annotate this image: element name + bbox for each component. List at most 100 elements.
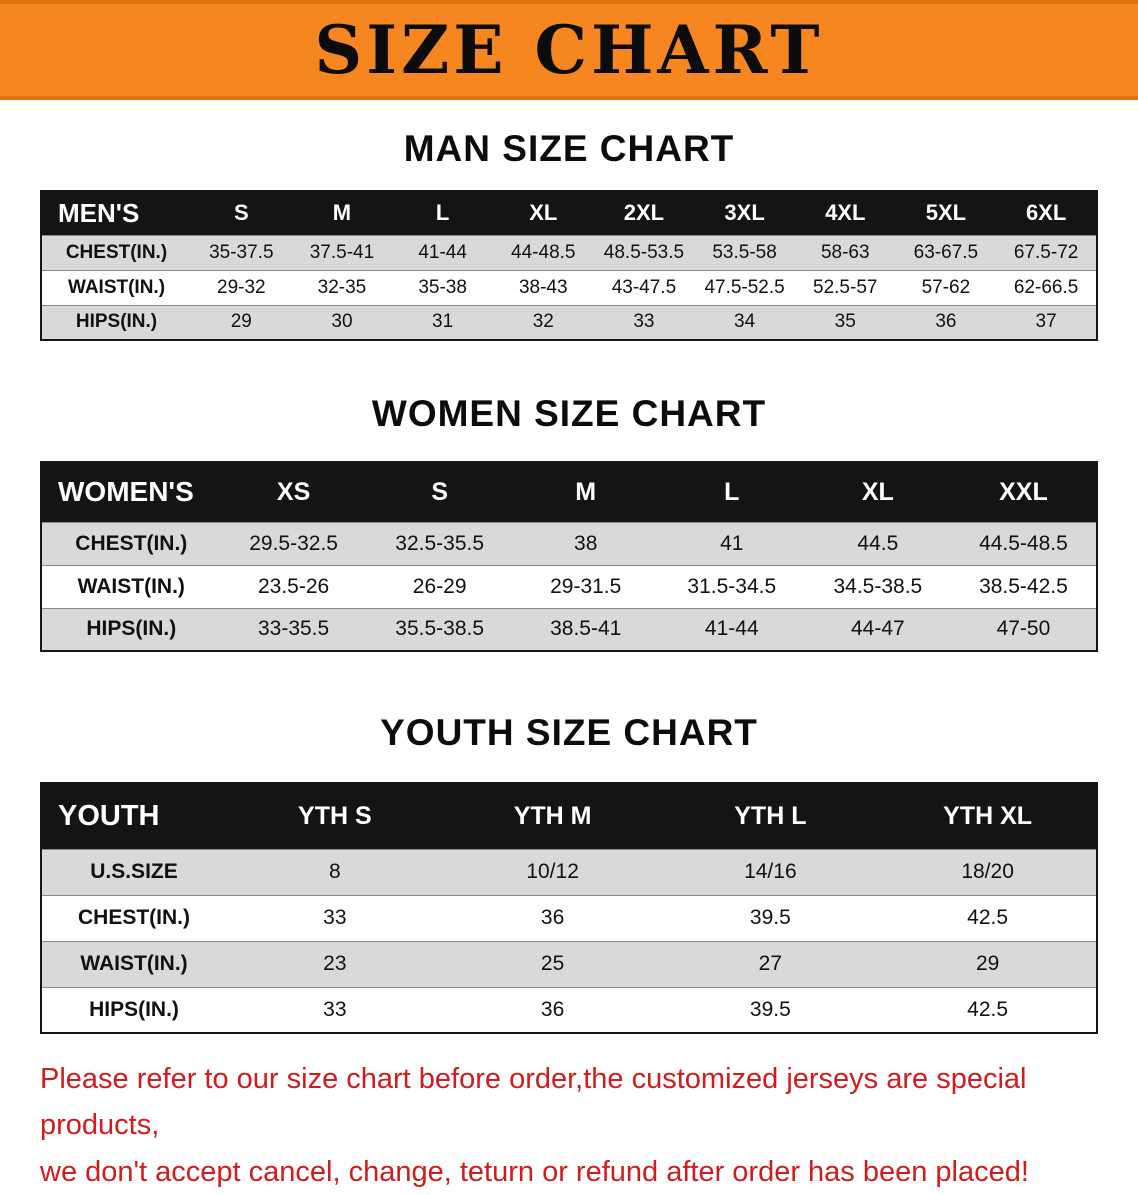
- table-row: CHEST(IN.) 29.5-32.5 32.5-35.5 38 41 44.…: [41, 521, 1097, 565]
- disclaimer-line-1: Please refer to our size chart before or…: [40, 1063, 1027, 1142]
- table-row: U.S.SIZE 8 10/12 14/16 18/20: [41, 848, 1097, 895]
- table-row: WAIST(IN.) 23.5-26 26-29 29-31.5 31.5-34…: [41, 564, 1097, 608]
- cell: 32.5-35.5: [366, 521, 513, 565]
- table-header-row: MEN'S S M L XL 2XL 3XL 4XL 5XL 6XL: [41, 191, 1097, 235]
- header-cell: 2XL: [623, 200, 665, 226]
- cell: 33: [593, 304, 695, 340]
- cell: 41-44: [392, 234, 493, 270]
- cell: 44.5: [804, 521, 951, 565]
- table-row: CHEST(IN.) 33 36 39.5 42.5: [41, 894, 1097, 941]
- cell: 52.5-57: [794, 269, 896, 305]
- cell: 53.5-58: [694, 234, 795, 270]
- cell: 25: [443, 940, 662, 987]
- table-header-row: WOMEN'S XS S M L XL XXL: [41, 462, 1097, 522]
- cell: 23: [225, 940, 444, 987]
- cell: 35.5-38.5: [366, 607, 513, 651]
- cell: 36: [443, 986, 662, 1033]
- row-label: HIPS(IN.): [41, 607, 221, 651]
- cell: 29.5-32.5: [220, 521, 367, 565]
- cell: 35-38: [392, 269, 493, 305]
- cell: 38.5-42.5: [950, 564, 1097, 608]
- youth-section: YOUTH SIZE CHART YOUTH YTH S YTH M YTH L…: [0, 712, 1138, 1034]
- men-size-table: MEN'S S M L XL 2XL 3XL 4XL 5XL 6XL CHEST…: [40, 190, 1098, 341]
- cell: 41: [658, 521, 805, 565]
- header-cell: YTH S: [298, 801, 372, 830]
- cell: 38: [512, 521, 659, 565]
- cell: 47.5-52.5: [694, 269, 795, 305]
- youth-section-heading: YOUTH SIZE CHART: [380, 712, 758, 753]
- header-cell: S: [431, 477, 448, 506]
- cell: 44-47: [804, 607, 951, 651]
- header-cell: 5XL: [925, 200, 967, 226]
- cell: 29-31.5: [512, 564, 659, 608]
- cell: 27: [661, 940, 880, 987]
- table-row: HIPS(IN.) 33-35.5 35.5-38.5 38.5-41 41-4…: [41, 607, 1097, 651]
- cell: 34: [694, 304, 795, 340]
- row-label: CHEST(IN.): [41, 521, 221, 565]
- women-section: WOMEN SIZE CHART WOMEN'S XS S M L XL XXL: [0, 393, 1138, 652]
- cell: 29: [190, 304, 292, 340]
- cell: 35: [794, 304, 896, 340]
- cell: 36: [443, 894, 662, 941]
- header-cell: M: [575, 477, 597, 506]
- cell: 47-50: [950, 607, 1097, 651]
- cell: 37: [996, 304, 1097, 340]
- cell: 44-48.5: [492, 234, 594, 270]
- cell: 37.5-41: [291, 234, 393, 270]
- header-cell: YTH L: [734, 801, 807, 830]
- cell: 31: [392, 304, 493, 340]
- cell: 8: [225, 848, 444, 895]
- row-label: WAIST(IN.): [41, 564, 221, 608]
- cell: 38.5-41: [512, 607, 659, 651]
- header-cell: M: [332, 200, 352, 226]
- header-cell: YTH XL: [943, 801, 1033, 830]
- table-row: WAIST(IN.) 23 25 27 29: [41, 940, 1097, 987]
- cell: 29-32: [190, 269, 292, 305]
- header-cell: WOMEN'S: [58, 476, 194, 508]
- header-cell: S: [233, 200, 249, 226]
- header-cell: XL: [529, 200, 558, 226]
- cell: 39.5: [661, 894, 880, 941]
- row-label: U.S.SIZE: [41, 848, 226, 895]
- cell: 32: [492, 304, 594, 340]
- cell: 62-66.5: [996, 269, 1097, 305]
- row-label: WAIST(IN.): [41, 940, 226, 987]
- header-cell: MEN'S: [58, 197, 140, 228]
- header-cell: XXL: [999, 477, 1048, 506]
- row-label: HIPS(IN.): [41, 986, 226, 1033]
- cell: 34.5-38.5: [804, 564, 951, 608]
- cell: 33-35.5: [220, 607, 367, 651]
- table-row: HIPS(IN.) 29 30 31 32 33 34 35 36 37: [41, 304, 1097, 340]
- header-cell: XL: [861, 477, 894, 506]
- table-row: WAIST(IN.) 29-32 32-35 35-38 38-43 43-47…: [41, 269, 1097, 305]
- row-label: WAIST(IN.): [41, 269, 191, 305]
- header-cell: YOUTH: [58, 799, 160, 832]
- banner: SIZE CHART: [0, 0, 1138, 100]
- header-cell: L: [724, 477, 740, 506]
- youth-size-table: YOUTH YTH S YTH M YTH L YTH XL U.S.SIZE …: [40, 782, 1098, 1034]
- cell: 41-44: [658, 607, 805, 651]
- cell: 39.5: [661, 986, 880, 1033]
- cell: 63-67.5: [895, 234, 997, 270]
- men-section: MAN SIZE CHART MEN'S S M L XL 2XL 3XL 4X…: [0, 128, 1138, 341]
- disclaimer-text: Please refer to our size chart before or…: [40, 1056, 1110, 1195]
- cell: 43-47.5: [593, 269, 695, 305]
- women-section-heading: WOMEN SIZE CHART: [371, 393, 767, 434]
- women-size-table: WOMEN'S XS S M L XL XXL CHEST(IN.) 29.5-…: [40, 461, 1098, 652]
- cell: 58-63: [794, 234, 896, 270]
- disclaimer-line-2: we don't accept cancel, change, teturn o…: [40, 1155, 1029, 1188]
- header-cell: 6XL: [1025, 200, 1067, 226]
- cell: 18/20: [879, 848, 1097, 895]
- table-row: CHEST(IN.) 35-37.5 37.5-41 41-44 44-48.5…: [41, 234, 1097, 270]
- cell: 44.5-48.5: [950, 521, 1097, 565]
- table-row: HIPS(IN.) 33 36 39.5 42.5: [41, 986, 1097, 1033]
- cell: 23.5-26: [220, 564, 367, 608]
- header-cell: L: [435, 200, 450, 226]
- cell: 32-35: [291, 269, 393, 305]
- cell: 42.5: [879, 986, 1097, 1033]
- page-title: SIZE CHART: [314, 11, 824, 89]
- cell: 10/12: [443, 848, 662, 895]
- men-section-heading: MAN SIZE CHART: [403, 128, 735, 169]
- cell: 36: [895, 304, 997, 340]
